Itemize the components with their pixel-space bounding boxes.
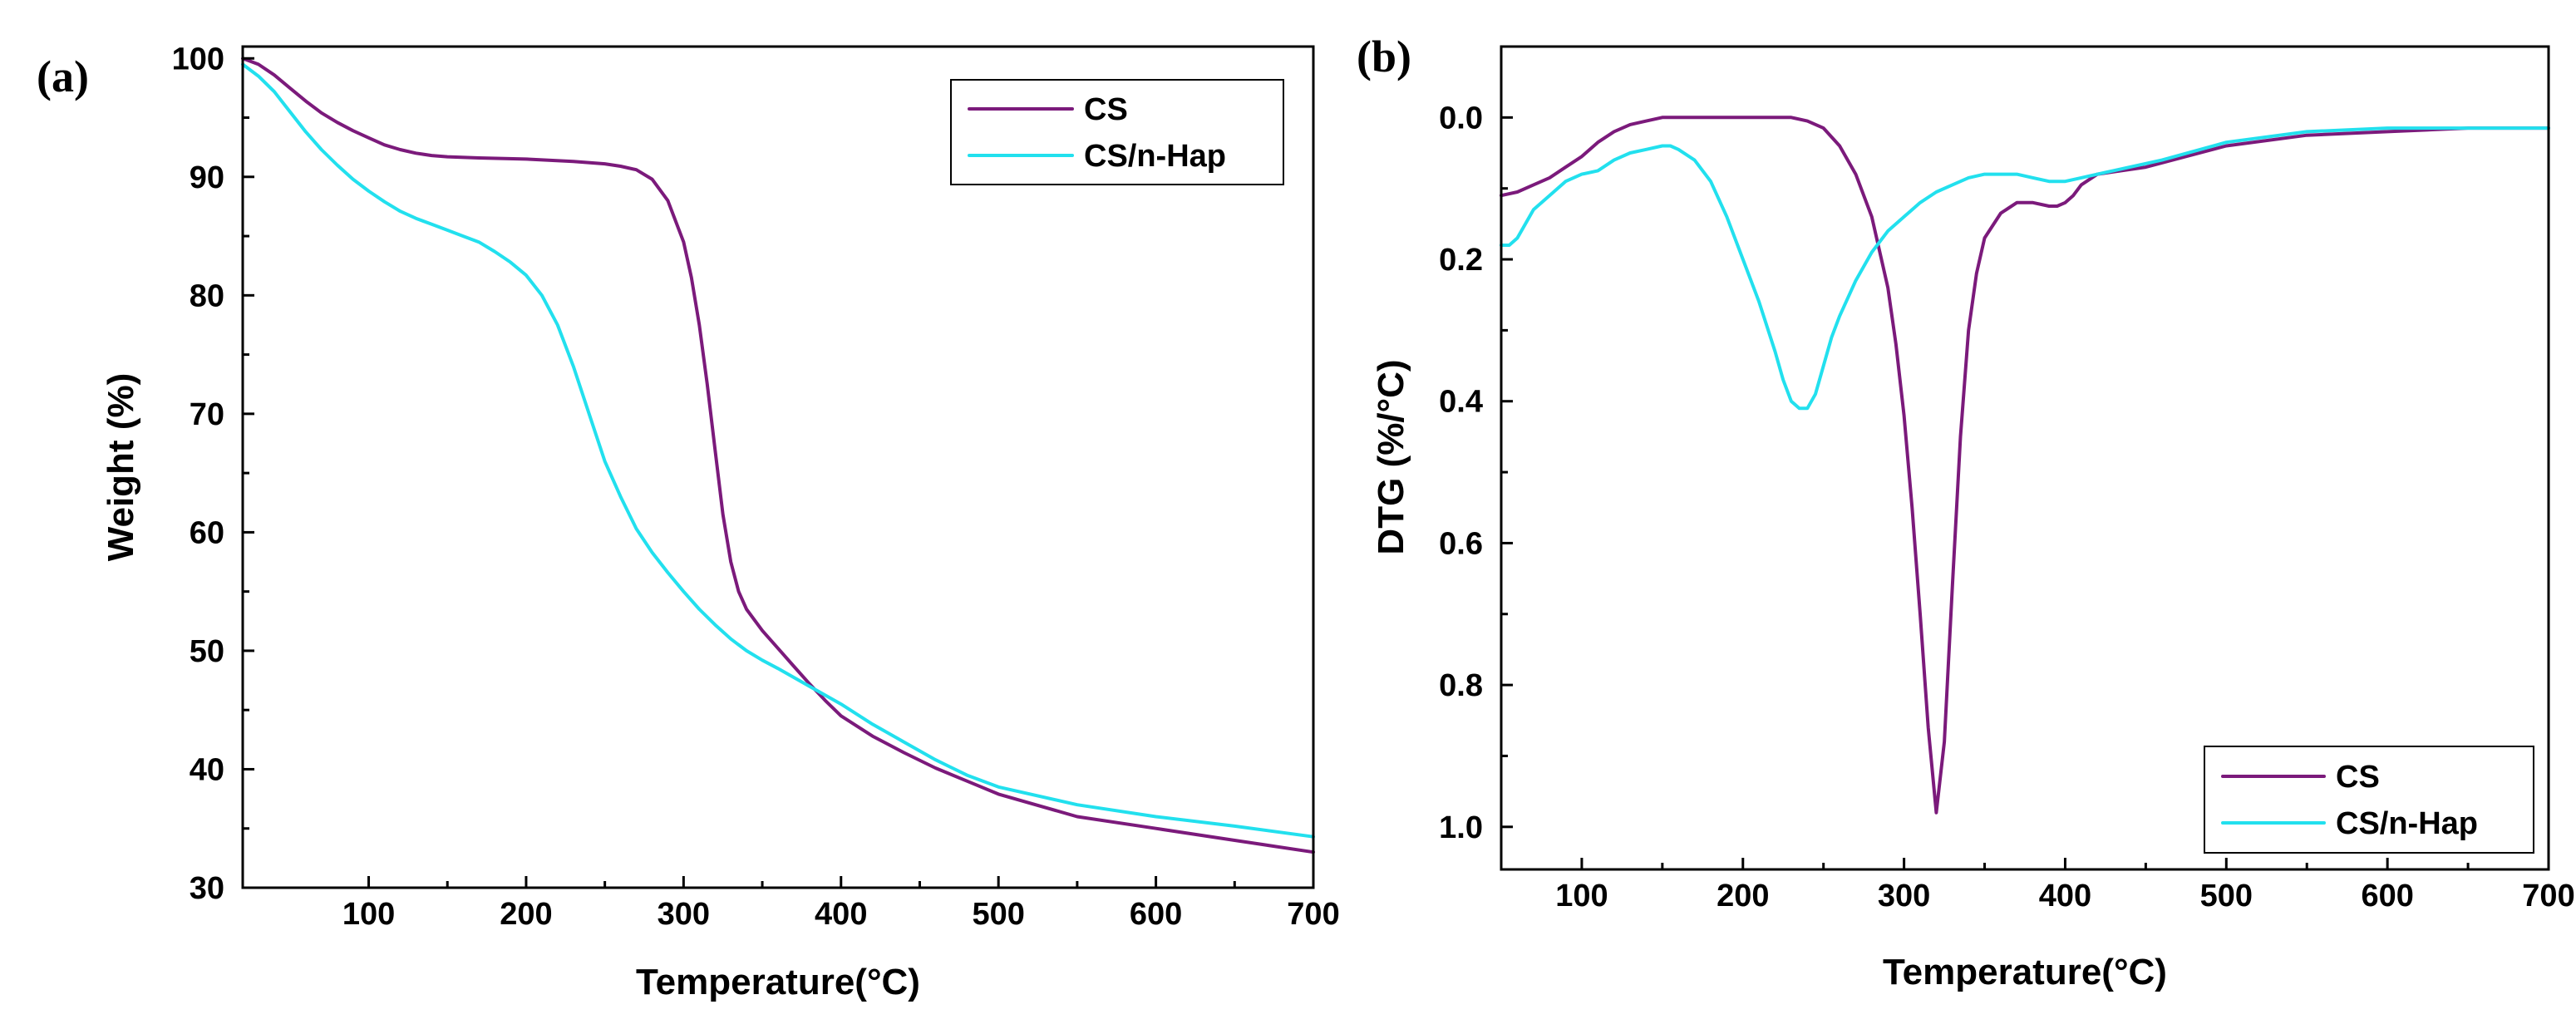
- y-tick-label: 1.0: [1439, 810, 1483, 845]
- y-tick-label: 60: [190, 515, 224, 550]
- x-tick-label: 500: [972, 897, 1024, 932]
- panel-b-legend-label-cs: CS: [2336, 760, 2380, 795]
- x-tick-label: 300: [1878, 879, 1930, 913]
- x-tick-label: 400: [2039, 879, 2091, 913]
- x-tick-label: 200: [500, 897, 552, 932]
- x-tick-label: 600: [2361, 879, 2413, 913]
- panel-a-plot-area: [241, 57, 1315, 854]
- y-tick-label: 100: [172, 42, 224, 76]
- y-tick-label: 0.2: [1439, 243, 1483, 278]
- panel-b-frame: [1500, 45, 2550, 871]
- panel-a-x-axis: 100 200 300 400 500 600 700: [342, 876, 1340, 932]
- series-line-cs: [1500, 116, 2550, 815]
- series-line-cs-n-hap: [1500, 126, 2550, 411]
- panel-b-label: (b): [1357, 32, 1411, 81]
- panel-b-x-axis-title: Temperature(°C): [1883, 952, 2167, 992]
- panel-b-legend-label-cs-nhap: CS/n-Hap: [2336, 806, 2478, 841]
- panel-a-x-axis-title: Temperature(°C): [636, 962, 920, 1002]
- x-tick-label: 200: [1717, 879, 1769, 913]
- y-tick-label: 40: [190, 752, 224, 787]
- panel-a-y-axis: 30 40 50 60 70 80 90 100: [172, 42, 254, 906]
- panel-b-y-axis-title: DTG (%/°C): [1371, 359, 1411, 554]
- panel-a-frame: [241, 45, 1315, 889]
- y-tick-label: 50: [190, 634, 224, 669]
- panel-a-legend-label-cs: CS: [1084, 92, 1128, 127]
- panel-a-legend-box: [950, 79, 1284, 185]
- panel-b-x-axis: 100 200 300 400 500 600 700: [1555, 858, 2575, 913]
- x-tick-label: 300: [658, 897, 710, 932]
- x-tick-label: 500: [2200, 879, 2253, 913]
- series-line-cs-n-hap: [241, 62, 1315, 839]
- x-tick-label: 400: [815, 897, 867, 932]
- panel-b-legend-box: [2204, 746, 2534, 854]
- panel-a-label: (a): [37, 52, 89, 101]
- y-tick-label: 0.0: [1439, 101, 1483, 135]
- y-tick-label: 30: [190, 871, 224, 906]
- panel-a-legend: CS CS/n-Hap: [950, 79, 1284, 185]
- panel-b-chart: (b) 100 200 300 400 500 600 700 0.00.20.40.60.…: [1357, 32, 2575, 992]
- panel-b-y-axis: 0.0 0.2 0.4 0.6 0.8 1.0: [1439, 101, 1513, 845]
- x-tick-label: 600: [1130, 897, 1182, 932]
- y-tick-label: 0.8: [1439, 668, 1483, 703]
- y-tick-label: 70: [190, 397, 224, 432]
- x-tick-label: 100: [342, 897, 395, 932]
- panel-a-legend-label-cs-nhap: CS/n-Hap: [1084, 139, 1226, 174]
- x-tick-label: 700: [1287, 897, 1339, 932]
- series-line-cs: [241, 57, 1315, 854]
- panel-a-chart: (a) 100 200 300 400 500 600 700 30 40 50 60 70 80 90…: [37, 42, 1340, 1002]
- y-tick-label: 90: [190, 160, 224, 195]
- panel-b-legend: CS CS/n-Hap: [2204, 746, 2534, 854]
- panel-a-y-axis-title: Weight (%): [101, 373, 141, 562]
- y-tick-label: 0.6: [1439, 526, 1483, 561]
- x-tick-label: 700: [2522, 879, 2574, 913]
- x-tick-label: 100: [1555, 879, 1608, 913]
- panel-b-plot-area: [1500, 116, 2550, 815]
- y-tick-label: 80: [190, 278, 224, 313]
- y-tick-label: 0.4: [1439, 385, 1483, 420]
